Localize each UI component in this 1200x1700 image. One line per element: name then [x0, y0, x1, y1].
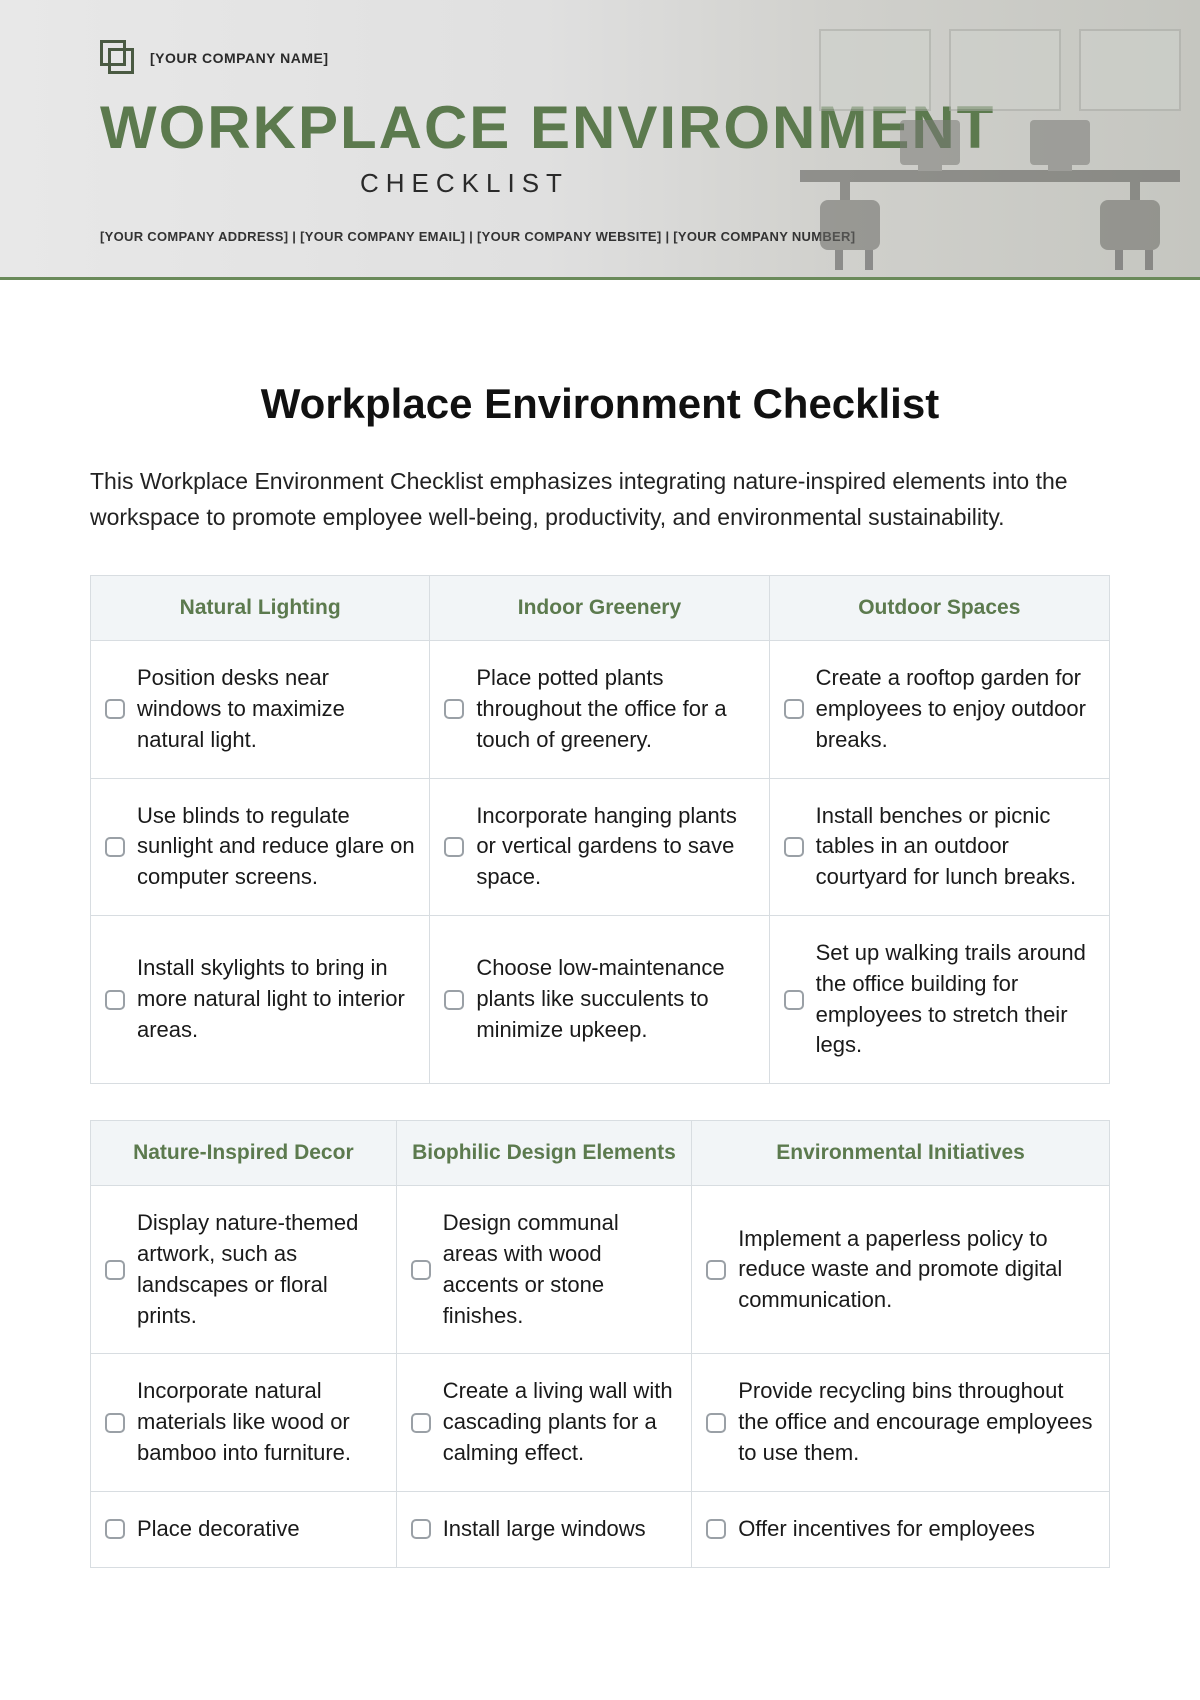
checklist-cell: Incorporate hanging plants or vertical g…: [430, 778, 769, 915]
checklist-cell: Choose low-maintenance plants like succu…: [430, 916, 769, 1084]
checklist-cell: Design communal areas with wood accents …: [396, 1186, 692, 1354]
table-row: Place decorative Install large windows Off…: [91, 1491, 1110, 1567]
checklist-cell: Place decorative: [91, 1491, 397, 1567]
checklist-item-text: Place potted plants throughout the offic…: [476, 663, 754, 755]
checkbox[interactable]: [411, 1413, 431, 1433]
page-title: Workplace Environment Checklist: [90, 380, 1110, 428]
checklist-item-text: Display nature-themed artwork, such as l…: [137, 1208, 382, 1331]
intro-paragraph: This Workplace Environment Checklist emp…: [90, 464, 1110, 535]
checklist-item-text: Design communal areas with wood accents …: [443, 1208, 678, 1331]
checklist-item-text: Set up walking trails around the office …: [816, 938, 1095, 1061]
checklist-cell: Create a living wall with cascading plan…: [396, 1354, 692, 1491]
checklist-cell: Set up walking trails around the office …: [769, 916, 1109, 1084]
column-header: Indoor Greenery: [430, 576, 769, 641]
checklist-item-text: Use blinds to regulate sunlight and redu…: [137, 801, 415, 893]
checklist-cell: Install skylights to bring in more natur…: [91, 916, 430, 1084]
column-header: Biophilic Design Elements: [396, 1121, 692, 1186]
banner-office-illustration: [780, 0, 1200, 280]
checklist-table: Natural LightingIndoor GreeneryOutdoor S…: [90, 575, 1110, 1084]
checklist-cell: Install large windows: [396, 1491, 692, 1567]
checklist-table: Nature-Inspired DecorBiophilic Design El…: [90, 1120, 1110, 1567]
checklist-item-text: Place decorative: [137, 1514, 382, 1545]
table-row: Incorporate natural materials like wood …: [91, 1354, 1110, 1491]
checkbox[interactable]: [444, 990, 464, 1010]
checklist-item-text: Install benches or picnic tables in an o…: [816, 801, 1095, 893]
checklist-item-text: Offer incentives for employees: [738, 1514, 1095, 1545]
banner-header: [YOUR COMPANY NAME] WORKPLACE ENVIRONMEN…: [0, 0, 1200, 280]
table-row: Position desks near windows to maximize …: [91, 641, 1110, 778]
checkbox[interactable]: [444, 699, 464, 719]
checklist-cell: Position desks near windows to maximize …: [91, 641, 430, 778]
checklist-item-text: Incorporate natural materials like wood …: [137, 1376, 382, 1468]
checkbox[interactable]: [105, 699, 125, 719]
checklist-cell: Provide recycling bins throughout the of…: [692, 1354, 1110, 1491]
checklist-cell: Incorporate natural materials like wood …: [91, 1354, 397, 1491]
checklist-item-text: Implement a paperless policy to reduce w…: [738, 1224, 1095, 1316]
checklist-item-text: Install skylights to bring in more natur…: [137, 953, 415, 1045]
checklist-cell: Create a rooftop garden for employees to…: [769, 641, 1109, 778]
checkbox[interactable]: [706, 1260, 726, 1280]
checklist-cell: Install benches or picnic tables in an o…: [769, 778, 1109, 915]
checkbox[interactable]: [105, 990, 125, 1010]
checklist-item-text: Provide recycling bins throughout the of…: [738, 1376, 1095, 1468]
checklist-cell: Implement a paperless policy to reduce w…: [692, 1186, 1110, 1354]
checkbox[interactable]: [784, 699, 804, 719]
company-logo-icon: [100, 40, 136, 76]
checklist-cell: Display nature-themed artwork, such as l…: [91, 1186, 397, 1354]
checklist-tables: Natural LightingIndoor GreeneryOutdoor S…: [90, 575, 1110, 1567]
checkbox[interactable]: [706, 1413, 726, 1433]
checkbox[interactable]: [784, 837, 804, 857]
checklist-cell: Use blinds to regulate sunlight and redu…: [91, 778, 430, 915]
checkbox[interactable]: [706, 1519, 726, 1539]
checklist-item-text: Position desks near windows to maximize …: [137, 663, 415, 755]
table-row: Use blinds to regulate sunlight and redu…: [91, 778, 1110, 915]
checkbox[interactable]: [105, 1260, 125, 1280]
checkbox[interactable]: [105, 1413, 125, 1433]
content-area: Workplace Environment Checklist This Wor…: [0, 280, 1200, 1644]
checklist-item-text: Create a living wall with cascading plan…: [443, 1376, 678, 1468]
checklist-cell: Place potted plants throughout the offic…: [430, 641, 769, 778]
column-header: Nature-Inspired Decor: [91, 1121, 397, 1186]
checklist-item-text: Install large windows: [443, 1514, 678, 1545]
checkbox[interactable]: [105, 1519, 125, 1539]
checklist-cell: Offer incentives for employees: [692, 1491, 1110, 1567]
column-header: Environmental Initiatives: [692, 1121, 1110, 1186]
checklist-item-text: Choose low-maintenance plants like succu…: [476, 953, 754, 1045]
column-header: Outdoor Spaces: [769, 576, 1109, 641]
checkbox[interactable]: [784, 990, 804, 1010]
checkbox[interactable]: [105, 837, 125, 857]
company-name: [YOUR COMPANY NAME]: [150, 50, 329, 66]
table-row: Display nature-themed artwork, such as l…: [91, 1186, 1110, 1354]
checkbox[interactable]: [444, 837, 464, 857]
checklist-item-text: Create a rooftop garden for employees to…: [816, 663, 1095, 755]
checklist-item-text: Incorporate hanging plants or vertical g…: [476, 801, 754, 893]
table-row: Install skylights to bring in more natur…: [91, 916, 1110, 1084]
checkbox[interactable]: [411, 1260, 431, 1280]
checkbox[interactable]: [411, 1519, 431, 1539]
column-header: Natural Lighting: [91, 576, 430, 641]
